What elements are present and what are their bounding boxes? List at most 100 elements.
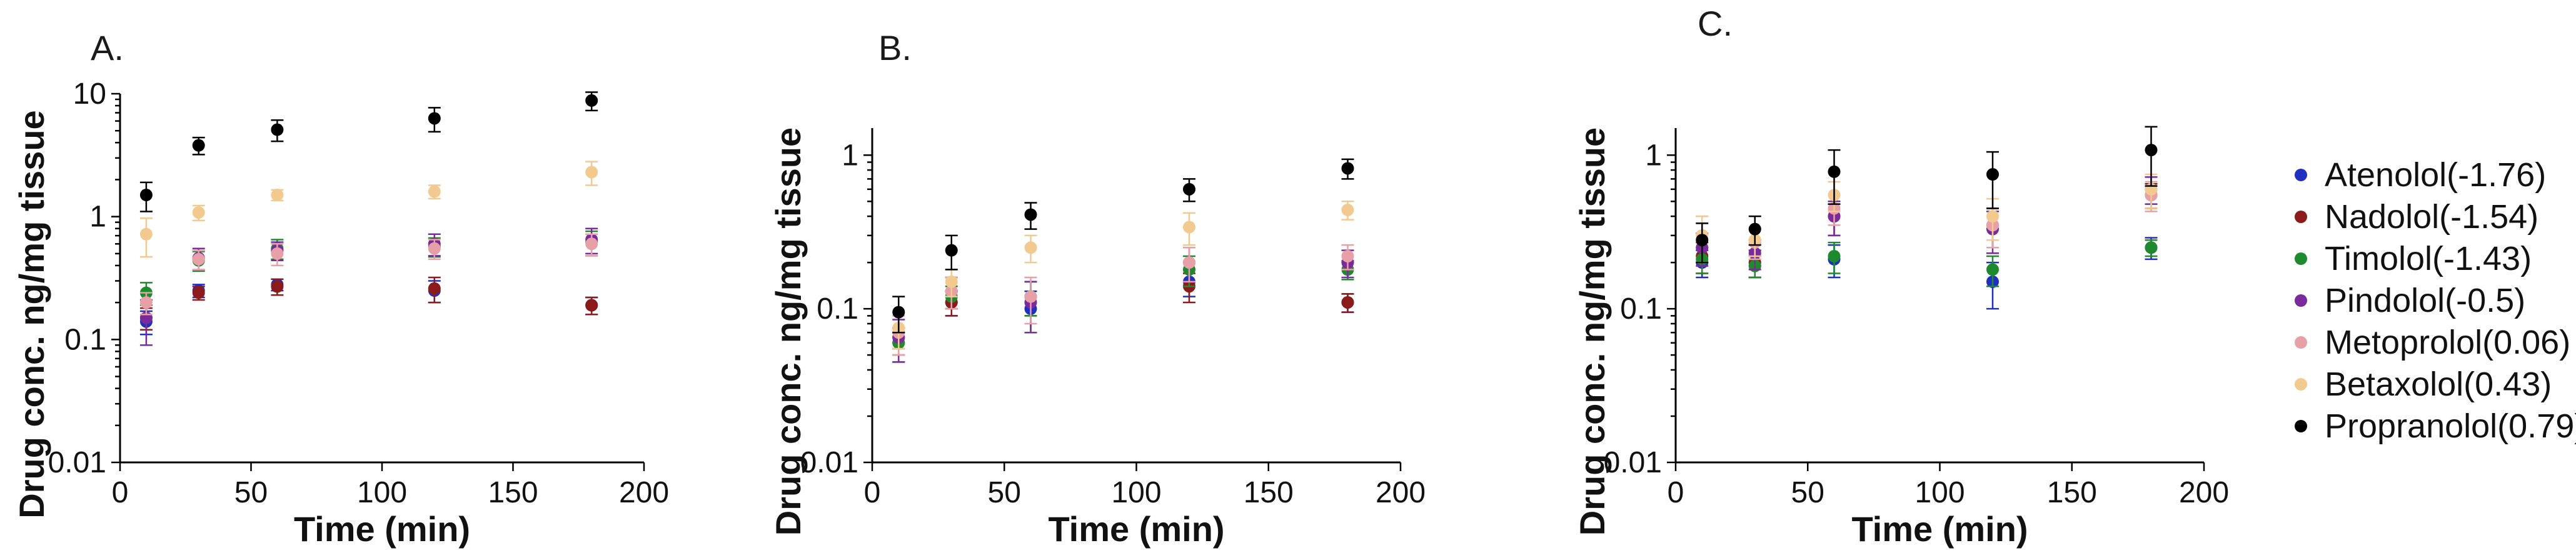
- legend-item-propranolol: Propranolol(0.79): [2295, 407, 2576, 445]
- series-atenolol: [1696, 237, 2158, 310]
- x-tick-label: 0: [1668, 476, 1684, 509]
- data-point: [1828, 165, 1841, 178]
- legend-item-timolol: Timolol(-1.43): [2295, 240, 2532, 277]
- y-axis-title: Drug conc. ng/mg tissue: [1572, 127, 1612, 536]
- data-point: [271, 189, 284, 202]
- data-point: [139, 296, 153, 309]
- series-propranolol: [892, 158, 1354, 334]
- data-point: [1986, 263, 1999, 276]
- panel-b: B. 0.01 0.1 1 0 50 100 150 200 Time (min) Drug con…: [768, 28, 1426, 549]
- legend-label: Propranolol(0.79): [2325, 407, 2576, 445]
- data-point: [428, 185, 441, 198]
- data-point: [192, 252, 205, 266]
- series-betaxolol: [1696, 173, 2158, 264]
- data-point: [2145, 144, 2158, 157]
- series-propranolol: [139, 91, 598, 212]
- x-tick-label: 50: [234, 476, 268, 509]
- legend-label: Metoprolol(0.06): [2325, 324, 2570, 361]
- y-tick-label: 0.01: [1604, 446, 1662, 479]
- panel-c: C. 0.01 0.1 1 0 50 100 150 200 Time (min) Drug con…: [1572, 4, 2229, 549]
- legend-marker: [2295, 336, 2307, 349]
- y-tick-label: 1: [1645, 139, 1662, 172]
- data-point: [585, 166, 598, 179]
- data-point: [1748, 222, 1761, 236]
- x-axis-title: Time (min): [1851, 509, 2028, 549]
- x-tick-label: 150: [1244, 476, 1294, 509]
- data-point: [892, 306, 905, 319]
- legend: Atenolol(-1.76) Nadolol(-1.54) Timolol(-1.…: [2295, 156, 2576, 445]
- x-tick-label: 100: [1914, 476, 1965, 509]
- x-tick-label: 0: [112, 476, 129, 509]
- data-point: [1183, 182, 1195, 196]
- legend-label: Nadolol(-1.54): [2325, 198, 2538, 236]
- data-point: [1024, 208, 1037, 221]
- data-point: [192, 206, 205, 219]
- data-point: [139, 227, 153, 241]
- data-point: [271, 247, 284, 260]
- data-point: [1341, 296, 1354, 309]
- x-tick-label: 200: [2179, 476, 2229, 509]
- panel-label: C.: [1698, 4, 1733, 43]
- series-betaxolol: [139, 161, 598, 258]
- legend-marker: [2295, 294, 2307, 307]
- data-point: [428, 112, 441, 125]
- legend-item-pindolol: Pindolol(-0.5): [2295, 282, 2525, 319]
- legend-label: Atenolol(-1.76): [2325, 156, 2546, 194]
- legend-label: Timolol(-1.43): [2325, 240, 2532, 277]
- x-tick-label: 50: [988, 476, 1021, 509]
- y-tick-label: 1: [842, 139, 858, 172]
- x-tick-label: 50: [1791, 476, 1824, 509]
- series-nadolol: [892, 272, 1354, 356]
- data-point: [1696, 234, 1709, 247]
- y-axis-title: Drug conc. ng/mg tissue: [12, 110, 51, 518]
- data-point: [192, 286, 205, 299]
- data-point: [428, 242, 441, 255]
- data-point: [139, 189, 153, 202]
- x-tick-label: 0: [864, 476, 881, 509]
- series-atenolol: [139, 278, 598, 336]
- data-point: [945, 275, 958, 288]
- legend-item-atenolol: Atenolol(-1.76): [2295, 156, 2546, 194]
- data-point: [585, 94, 598, 107]
- y-tick-label: 0.1: [817, 292, 858, 326]
- legend-marker: [2295, 252, 2307, 265]
- series-pindolol: [892, 247, 1354, 363]
- y-tick-label: 0.01: [800, 446, 858, 479]
- data-point: [192, 139, 205, 152]
- legend-item-betaxolol: Betaxolol(0.43): [2295, 366, 2552, 403]
- data-point: [1183, 256, 1195, 269]
- x-tick-label: 150: [2047, 476, 2097, 509]
- panel-label: B.: [878, 28, 912, 67]
- legend-label: Betaxolol(0.43): [2325, 366, 2552, 403]
- legend-marker: [2295, 169, 2307, 181]
- x-tick-label: 100: [357, 476, 407, 509]
- y-tick-label: 0.01: [48, 446, 106, 479]
- data-point: [1183, 221, 1195, 234]
- x-tick-label: 200: [619, 476, 669, 509]
- series-nadolol: [1696, 183, 2158, 279]
- data-point: [945, 244, 958, 257]
- series-timolol: [139, 230, 598, 306]
- series-betaxolol: [892, 201, 1354, 350]
- legend-label: Pindolol(-0.5): [2325, 282, 2525, 319]
- data-point: [1986, 168, 1999, 181]
- y-tick-label: 0.1: [1620, 292, 1662, 326]
- x-axis-title: Time (min): [294, 509, 470, 549]
- data-point: [2145, 241, 2158, 254]
- x-tick-label: 200: [1376, 476, 1426, 509]
- data-point: [1341, 249, 1354, 262]
- data-point: [1024, 290, 1037, 303]
- series-metoprolol: [892, 244, 1354, 356]
- data-point: [271, 123, 284, 136]
- series-propranolol: [1696, 126, 2158, 264]
- x-tick-label: 150: [488, 476, 538, 509]
- series-pindolol: [1696, 176, 2158, 271]
- x-axis-title: Time (min): [1048, 509, 1224, 549]
- legend-marker: [2295, 211, 2307, 223]
- x-tick-label: 100: [1111, 476, 1161, 509]
- series-timolol: [1696, 239, 2158, 287]
- series-metoprolol: [1696, 181, 2158, 264]
- y-axis-title: Drug conc. ng/mg tissue: [768, 127, 808, 536]
- data-point: [1986, 210, 1999, 223]
